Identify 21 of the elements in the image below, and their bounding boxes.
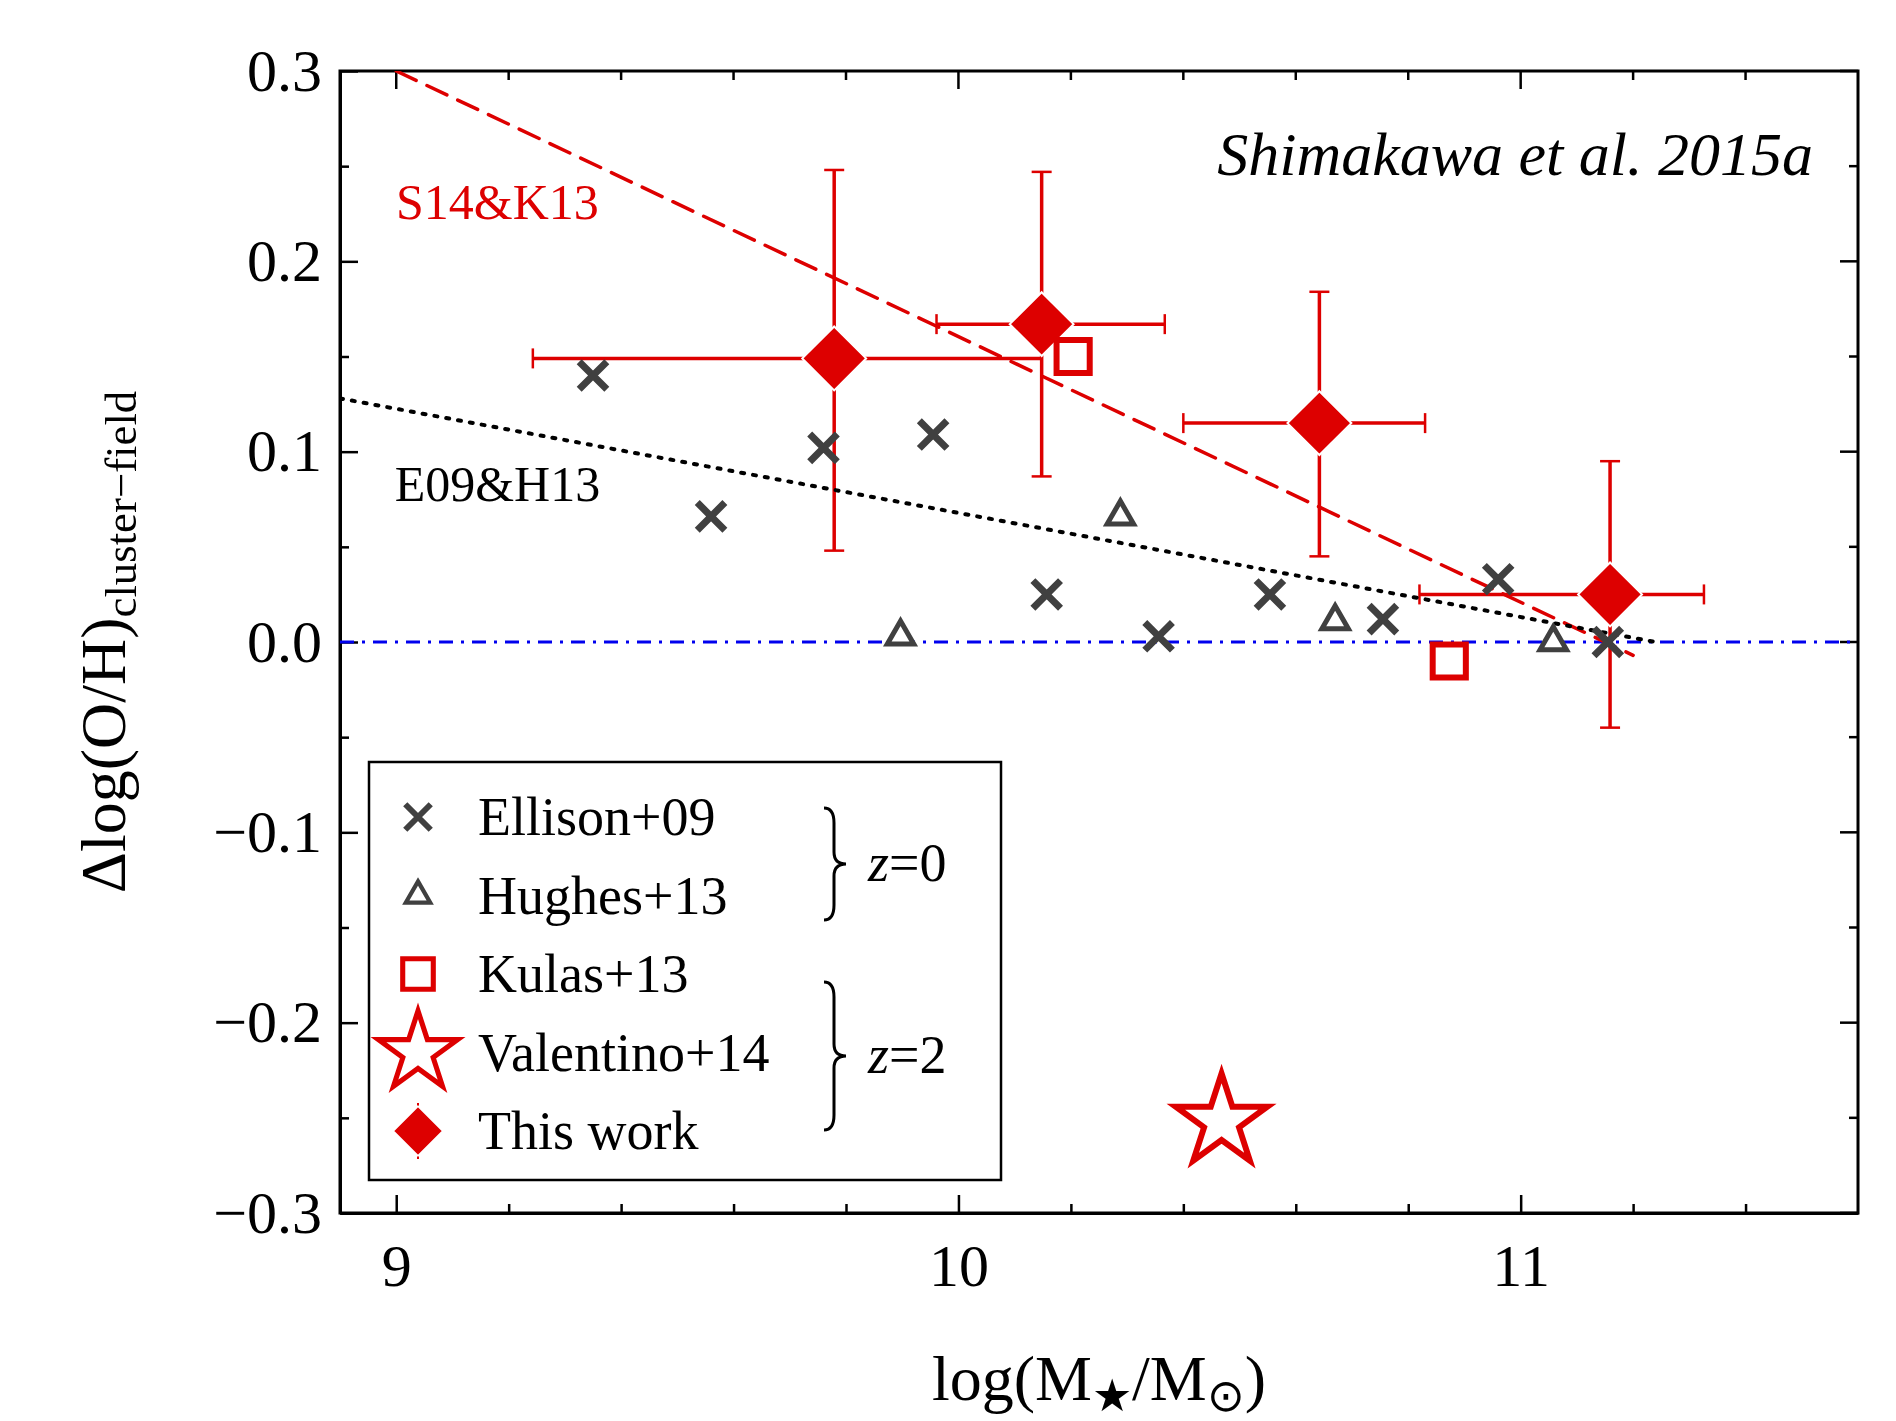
series-label: S14&K13 bbox=[396, 174, 599, 231]
legend-label: Ellison+09 bbox=[478, 787, 716, 847]
y-tick-label: −0.1 bbox=[213, 799, 322, 866]
y-tick-label: 0.2 bbox=[247, 228, 322, 295]
y-tick-label: −0.3 bbox=[213, 1179, 322, 1246]
annotation: z=2 bbox=[867, 1025, 947, 1085]
x-tick-label: 9 bbox=[381, 1232, 412, 1299]
x-tick-label: 11 bbox=[1492, 1232, 1551, 1299]
legend-label: Valentino+14 bbox=[478, 1022, 770, 1083]
x-axis-title: log(M$_{★}$/M$_{⊙}$) bbox=[932, 1343, 1266, 1421]
legend-label: This work bbox=[478, 1101, 699, 1161]
annotation: z=0 bbox=[867, 833, 947, 893]
legend-label: E09&H13 bbox=[394, 456, 601, 513]
legend-label: Hughes+13 bbox=[478, 865, 728, 926]
annotation: Shimakawa et al. 2015a bbox=[1217, 120, 1813, 188]
y-tick-label: 0.0 bbox=[247, 608, 322, 675]
x-tick-label: 10 bbox=[928, 1232, 989, 1299]
y-tick-label: 0.3 bbox=[247, 37, 322, 104]
legend-label: Kulas+13 bbox=[478, 944, 689, 1004]
y-tick-label: −0.2 bbox=[213, 989, 322, 1056]
y-tick-label: 0.1 bbox=[247, 418, 322, 485]
